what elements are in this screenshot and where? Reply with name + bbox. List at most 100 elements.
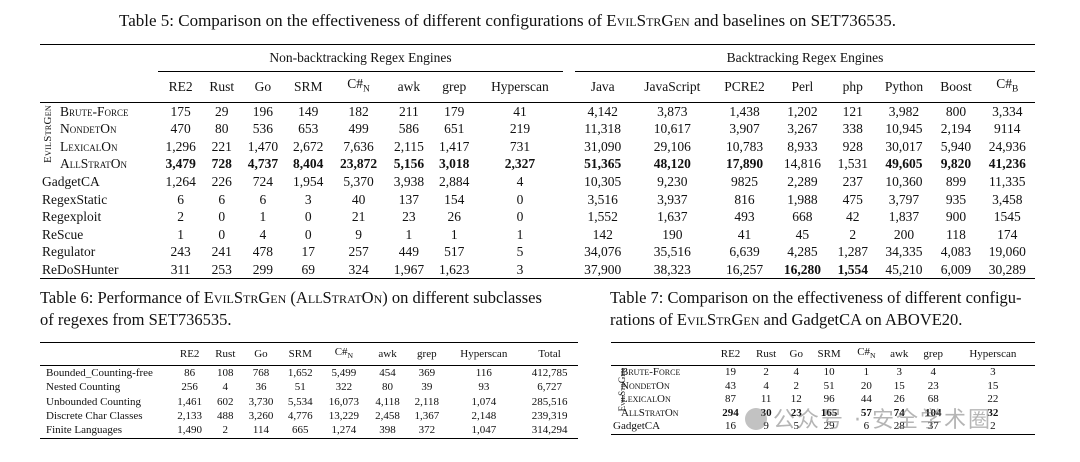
table-cell: 11 bbox=[760, 393, 772, 406]
table-cell: 728 bbox=[211, 156, 232, 172]
table-cell: 2,327 bbox=[504, 156, 536, 172]
column-header: Total bbox=[521, 341, 578, 367]
table-cell: 3,937 bbox=[657, 191, 688, 207]
table-cell: 3,938 bbox=[393, 173, 425, 189]
row-label: Brute-Force bbox=[621, 366, 681, 379]
table-cell: 257 bbox=[348, 244, 369, 260]
caption-system-name: EvilStrGen bbox=[203, 288, 287, 307]
table-cell: 369 bbox=[418, 367, 436, 380]
table-cell: 0 bbox=[304, 226, 312, 242]
spacer-cell bbox=[563, 120, 575, 138]
row-label: Discrete Char Classes bbox=[46, 410, 143, 423]
table-cell: 34,335 bbox=[885, 244, 923, 260]
table-cell: 1,438 bbox=[714, 101, 775, 121]
table-cell: 14,816 bbox=[783, 156, 821, 172]
table-cell: 5,940 bbox=[940, 138, 972, 154]
table-cell: 314,294 bbox=[521, 423, 578, 439]
table-cell: 11,318 bbox=[584, 121, 621, 137]
table-cell: 4 bbox=[793, 366, 799, 379]
table-cell: 17,890 bbox=[725, 156, 764, 172]
table-cell: 11,335 bbox=[988, 173, 1026, 189]
row-label: Finite Languages bbox=[40, 423, 170, 439]
table5-caption: Table 5: Comparison on the effectiveness… bbox=[119, 10, 896, 32]
table-cell: 24,936 bbox=[988, 138, 1026, 154]
table-cell: 324 bbox=[330, 260, 387, 280]
table-cell: 816 bbox=[734, 191, 755, 207]
table-cell: 45 bbox=[795, 226, 810, 242]
table-cell: 2,289 bbox=[787, 173, 818, 189]
table-cell: 4,083 bbox=[940, 244, 972, 260]
table-cell: 20 bbox=[860, 379, 872, 392]
row-label: ReDoSHunter bbox=[40, 260, 158, 280]
column-header: grep bbox=[407, 341, 447, 367]
column-header: C#N bbox=[347, 76, 370, 95]
table-cell: 475 bbox=[842, 191, 863, 207]
spacer-cell bbox=[563, 173, 575, 191]
column-header: awk bbox=[882, 341, 916, 367]
row-label: GadgetCA bbox=[611, 420, 713, 435]
column-header: grep bbox=[915, 341, 951, 367]
row-label: AllStratOn bbox=[621, 406, 679, 419]
table-cell: 8,404 bbox=[293, 156, 324, 172]
table-cell: 256 bbox=[181, 381, 198, 394]
table-cell: 19 bbox=[725, 366, 737, 379]
table-row: Regexploit 2 0 1 0 21 23 26 0 1,552 1,637 493 668 42 1… bbox=[40, 208, 1035, 226]
table-cell: 142 bbox=[592, 226, 613, 242]
table-cell: 15 bbox=[893, 379, 905, 392]
table-row: AllStratOn 294 30 23 165 57 74 104 32 bbox=[611, 407, 1035, 421]
table-cell: 3 bbox=[896, 366, 903, 379]
table-cell: 4 bbox=[259, 226, 267, 242]
table-cell: 10,617 bbox=[653, 121, 691, 137]
spacer-cell bbox=[563, 155, 575, 173]
table-cell: 16,280 bbox=[774, 260, 831, 280]
subscript: N bbox=[347, 351, 354, 361]
table-cell: 2,458 bbox=[375, 410, 400, 423]
table-cell: 651 bbox=[444, 121, 465, 137]
table-cell: 23 bbox=[927, 379, 939, 392]
table-cell: 1,264 bbox=[165, 173, 196, 189]
table-cell: 449 bbox=[398, 244, 420, 260]
table-cell: 5,370 bbox=[343, 173, 374, 189]
spacer-cell bbox=[563, 260, 575, 280]
group-header-row: Non-backtracking Regex Engines Backtracki… bbox=[40, 44, 1035, 72]
table-cell: 17 bbox=[301, 244, 315, 260]
table-cell: 80 bbox=[215, 121, 229, 137]
caption-text: and GadgetCA on ABOVE20. bbox=[759, 310, 963, 329]
caption-text: of regexes from SET736535. bbox=[40, 310, 232, 329]
table7: RE2 Rust Go SRM C#N awk grep Hyperscan Brute-For… bbox=[611, 341, 1035, 435]
spacer-cell bbox=[563, 208, 575, 226]
table-cell: 13,229 bbox=[328, 410, 360, 423]
table-cell: 3 bbox=[476, 260, 563, 280]
table-cell: 0 bbox=[516, 191, 524, 207]
table-cell: 3,730 bbox=[248, 395, 274, 408]
table-row: Brute-Force 175 29 196 149 182 211 179 41 4,142 3,… bbox=[40, 101, 1035, 121]
caption-system-name: EvilStrGen bbox=[606, 11, 690, 30]
watermark-text: 公众号 · 安全学术圈 bbox=[773, 408, 992, 433]
column-header: RE2 bbox=[713, 341, 749, 367]
table-row: GadgetCA 16 9 5 29 6 28 37 2 bbox=[611, 420, 1035, 435]
table-cell: 2 bbox=[849, 226, 857, 242]
table-cell: 1 bbox=[177, 226, 185, 242]
table-cell: 3,982 bbox=[875, 101, 933, 121]
table-cell: 237 bbox=[842, 173, 863, 189]
table-cell: 338 bbox=[842, 121, 863, 137]
table-cell: 44 bbox=[860, 393, 872, 406]
table-cell: 190 bbox=[662, 226, 683, 242]
row-label: RegexStatic bbox=[42, 191, 108, 207]
table-row: Discrete Char Classes 2,133 488 3,260 4,776 1… bbox=[40, 409, 578, 423]
caption-text: and baselines on SET736535. bbox=[689, 11, 897, 30]
table-cell: 2,148 bbox=[471, 410, 497, 423]
table-cell: 226 bbox=[211, 173, 232, 189]
table-cell: 3,267 bbox=[787, 121, 818, 137]
wechat-icon bbox=[745, 408, 767, 430]
table-cell: 285,516 bbox=[531, 395, 568, 408]
table-cell: 311 bbox=[158, 260, 204, 280]
row-label: AllStratOn bbox=[60, 156, 128, 172]
table-row: RegexStatic 6 6 6 3 40 137 154 0 3,516 3,937 816 1,9… bbox=[40, 191, 1035, 209]
spacer-cell bbox=[563, 72, 575, 103]
table-cell: 1,552 bbox=[587, 209, 618, 225]
table-cell: 108 bbox=[217, 367, 234, 380]
table-cell: 0 bbox=[516, 209, 524, 225]
spacer-cell bbox=[563, 243, 575, 261]
table-cell: 31,090 bbox=[584, 138, 622, 154]
